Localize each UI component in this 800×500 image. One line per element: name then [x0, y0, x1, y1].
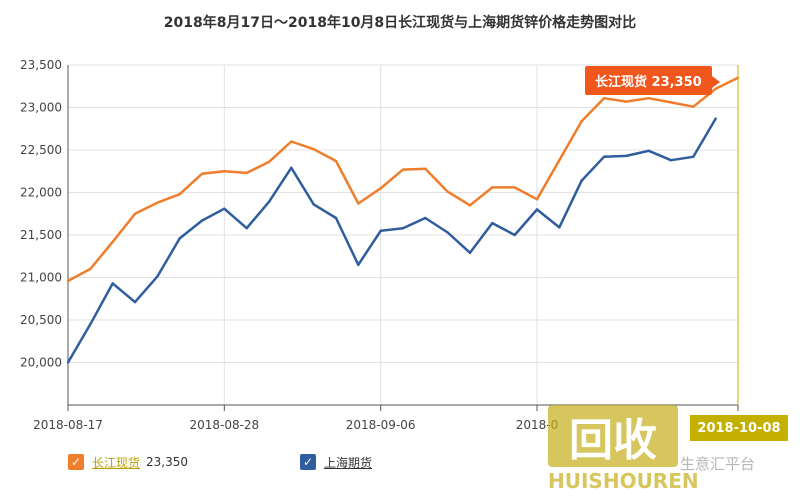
- data-point: [424, 216, 427, 220]
- x-cursor-label: 2018-10-08: [690, 415, 788, 441]
- data-point: [89, 323, 92, 326]
- y-tick-label: 21,500: [20, 228, 62, 242]
- data-point: [66, 361, 70, 364]
- data-point: [401, 227, 405, 230]
- y-tick-label: 23,500: [20, 58, 62, 72]
- data-point: [267, 200, 271, 204]
- data-point: [111, 240, 114, 243]
- data-point: [535, 198, 539, 201]
- data-point: [89, 267, 92, 271]
- grid-layer: [67, 64, 739, 405]
- data-point: [111, 282, 114, 285]
- data-point: [379, 229, 382, 232]
- data-point: [535, 208, 539, 211]
- data-point: [669, 159, 673, 162]
- data-point: [156, 201, 159, 204]
- data-point: [357, 202, 360, 205]
- data-point: [625, 100, 628, 103]
- series-line-shanghai: [66, 117, 717, 364]
- series-layer: [66, 76, 740, 364]
- x-tick-label: 2018-09-06: [346, 418, 416, 432]
- data-point: [669, 101, 673, 104]
- watermark-subtext: HUISHOUREN: [548, 469, 699, 493]
- data-point: [133, 212, 137, 215]
- checkbox-icon[interactable]: ✓: [68, 454, 84, 470]
- data-point: [647, 149, 650, 153]
- watermark-side-text: 生意汇平台: [680, 455, 756, 473]
- legend-value: 23,350: [146, 455, 189, 469]
- legend-item-changjiang[interactable]: ✓ 长江现货 23,350: [68, 450, 188, 474]
- chart-title: 2018年8月17日～2018年10月8日长江现货与上海期货锌价格走势图对比: [163, 15, 637, 31]
- data-point: [580, 179, 583, 182]
- data-point: [379, 187, 382, 190]
- x-tick-label: 2018-08-28: [189, 418, 259, 432]
- data-point: [178, 237, 181, 240]
- data-point: [312, 203, 315, 206]
- y-tick-label: 22,000: [20, 186, 62, 200]
- series-line-changjiang: [67, 76, 739, 283]
- y-tick-label: 23,000: [20, 101, 62, 115]
- data-point: [334, 159, 338, 163]
- data-point: [223, 207, 226, 210]
- data-point: [223, 170, 226, 173]
- data-point: [602, 96, 606, 100]
- checkbox-icon[interactable]: ✓: [300, 454, 316, 470]
- data-point: [245, 227, 248, 230]
- data-point: [513, 186, 516, 189]
- data-point: [178, 193, 181, 196]
- data-point: [580, 119, 583, 123]
- x-tick-label: 2018-08-17: [33, 418, 103, 432]
- data-point: [513, 233, 516, 237]
- data-point: [714, 87, 717, 91]
- y-tick-label: 21,000: [20, 271, 62, 285]
- data-point: [334, 216, 338, 220]
- value-tooltip: 长江现货 23,350: [585, 66, 720, 95]
- data-point: [357, 263, 360, 266]
- data-point: [491, 186, 494, 189]
- data-point: [66, 279, 70, 283]
- y-tick-label: 20,000: [20, 356, 62, 370]
- legend-item-shanghai[interactable]: ✓ 上海期货: [300, 450, 378, 474]
- data-point: [424, 167, 427, 170]
- watermark: 回收 HUISHOUREN 生意汇平台: [548, 405, 755, 495]
- y-tick-label: 20,500: [20, 313, 62, 327]
- data-point: [625, 154, 628, 158]
- data-point: [602, 155, 606, 158]
- data-point: [558, 226, 561, 229]
- data-point: [491, 221, 494, 225]
- x-tick-label: 2018-0: [516, 418, 559, 432]
- data-point: [290, 166, 293, 170]
- data-point: [245, 171, 248, 175]
- y-tick-label: 22,500: [20, 143, 62, 157]
- data-point: [558, 159, 561, 162]
- data-point: [446, 190, 449, 193]
- data-point: [468, 204, 472, 207]
- data-point: [200, 172, 204, 175]
- data-point: [714, 117, 717, 120]
- data-point: [290, 140, 293, 143]
- data-point: [446, 231, 449, 234]
- data-point: [267, 160, 271, 164]
- data-point: [156, 275, 159, 278]
- data-point: [647, 96, 650, 100]
- legend-label[interactable]: 上海期货: [324, 455, 373, 470]
- data-point: [401, 168, 405, 171]
- axis-layer: 20,000 20,500 21,000 21,500 22,000 22,500 23,0…: [20, 58, 739, 432]
- data-point: [692, 155, 695, 158]
- data-point: [692, 105, 695, 108]
- data-point: [312, 147, 315, 151]
- watermark-logo: 回收: [548, 405, 678, 467]
- legend-label[interactable]: 长江现货: [92, 455, 141, 470]
- data-point: [133, 300, 137, 304]
- data-point: [468, 251, 472, 255]
- data-point: [200, 219, 204, 222]
